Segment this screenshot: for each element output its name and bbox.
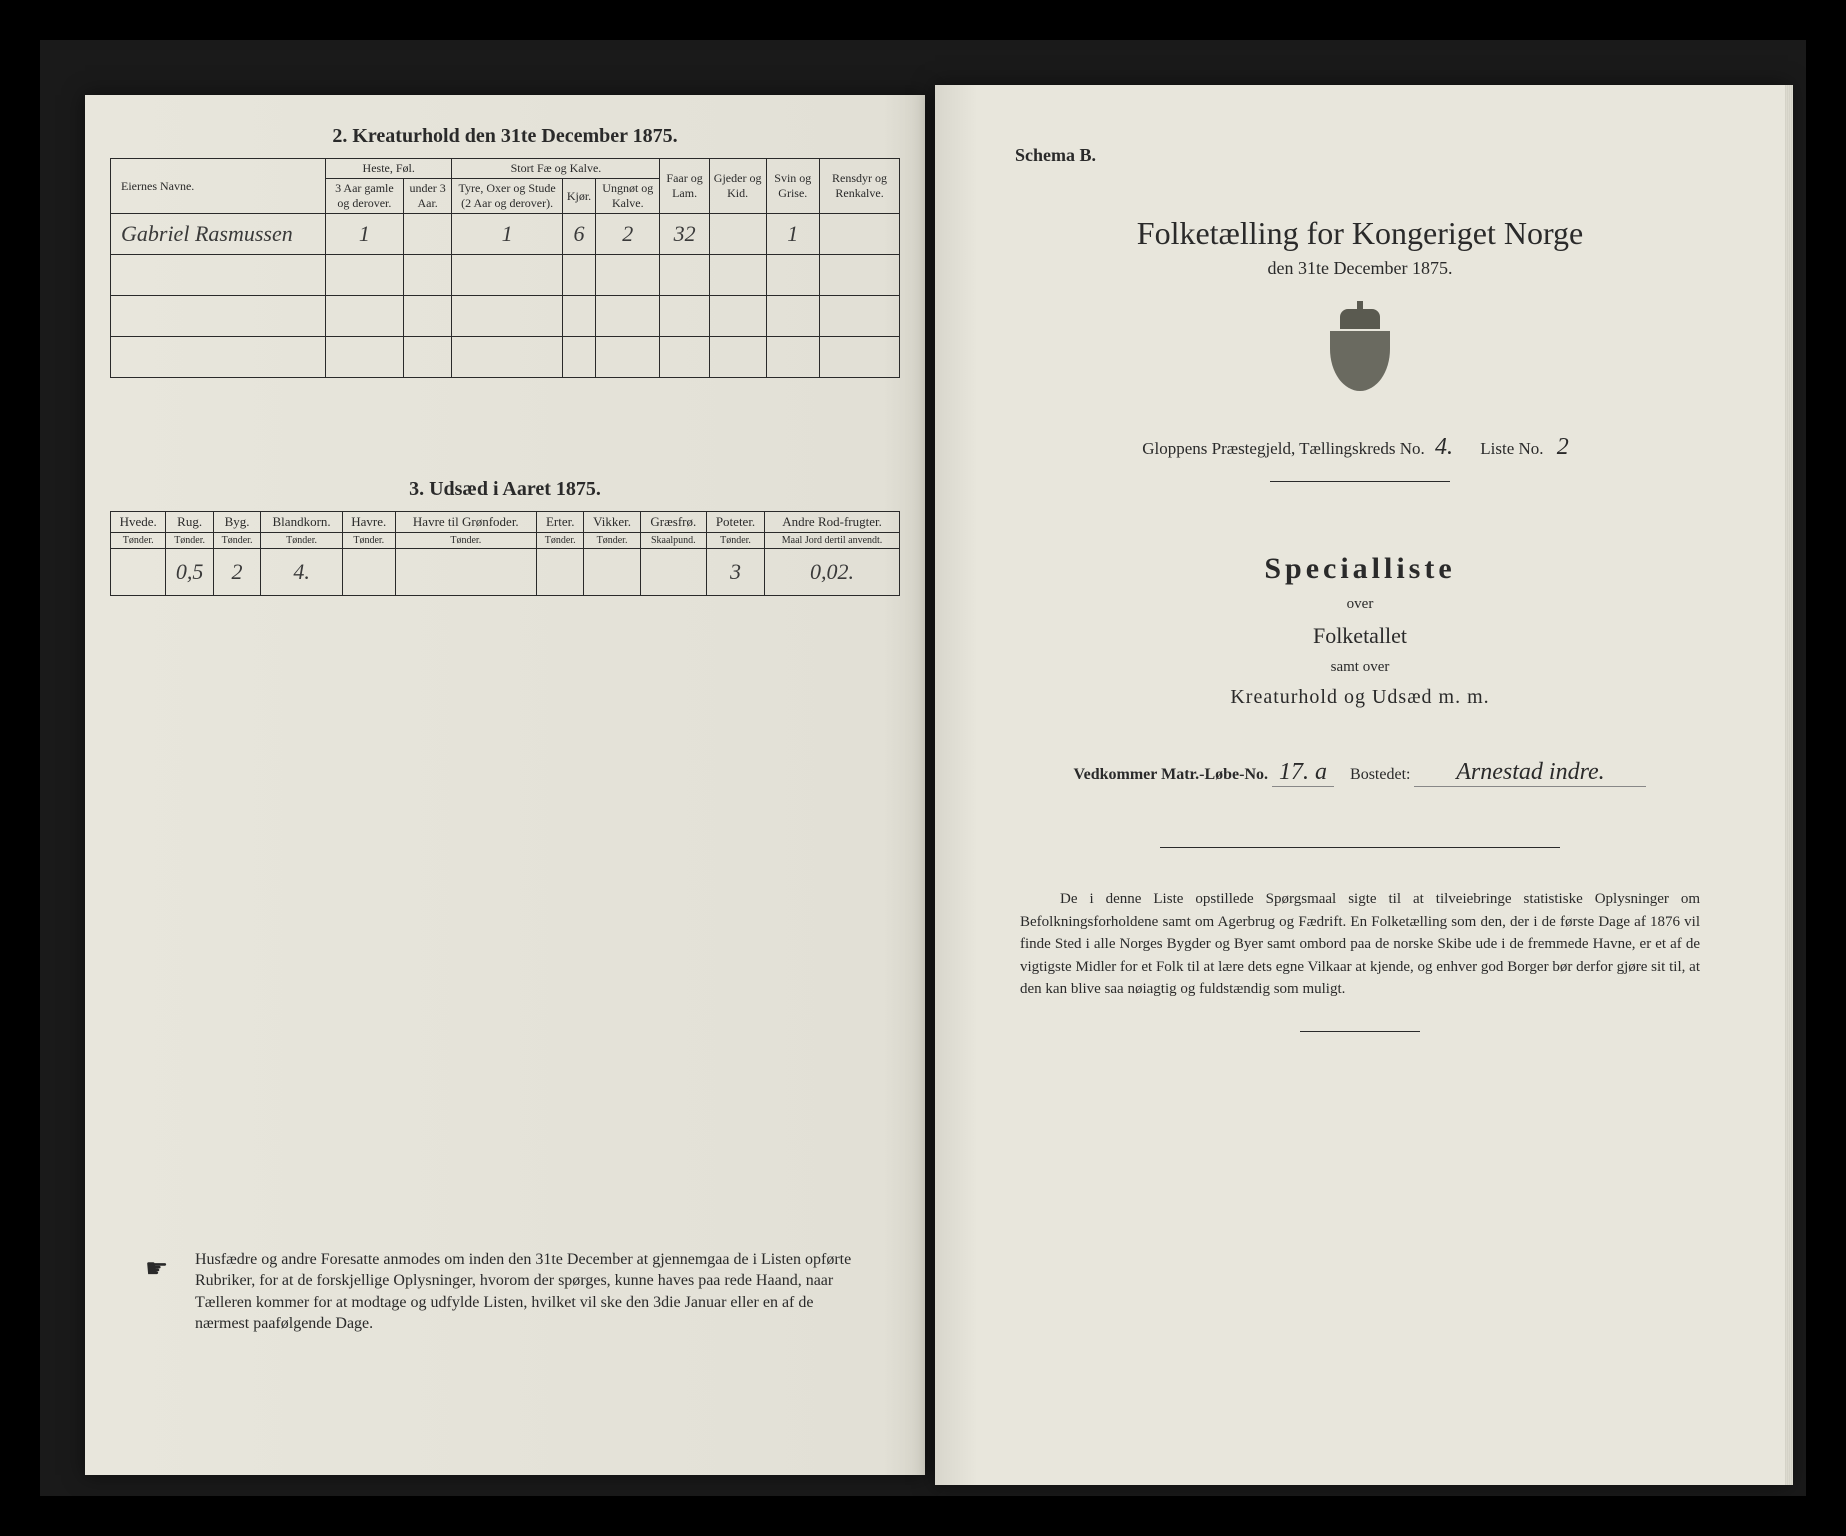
- page-edge: [1785, 85, 1793, 1485]
- cell: 0,5: [166, 549, 213, 596]
- col-rod: Andre Rod-frugter.: [765, 512, 900, 533]
- divider: [1160, 847, 1560, 848]
- cell: 2: [596, 214, 660, 255]
- col-hvede: Hvede.: [111, 512, 166, 533]
- vedkommer-label: Vedkommer Matr.-Løbe-No.: [1074, 766, 1269, 783]
- cell: [537, 549, 584, 596]
- col-rug: Rug.: [166, 512, 213, 533]
- col-name: Eiernes Navne.: [111, 159, 326, 214]
- vedkommer-line: Vedkommer Matr.-Løbe-No. 17. a Bostedet:…: [935, 759, 1785, 787]
- cell: 0,02.: [765, 549, 900, 596]
- section3-title: 3. Udsæd i Aaret 1875.: [85, 478, 925, 501]
- main-title: Folketælling for Kongeriget Norge: [935, 215, 1785, 252]
- col-graes: Græsfrø.: [640, 512, 706, 533]
- cell: 1: [326, 214, 404, 255]
- coat-of-arms-icon: [1325, 309, 1395, 394]
- cell: [395, 549, 536, 596]
- cell: [584, 549, 640, 596]
- cell: 6: [562, 214, 595, 255]
- cell-name: Gabriel Rasmussen: [111, 214, 326, 255]
- table-row: [111, 255, 900, 296]
- col-bland: Blandkorn.: [261, 512, 343, 533]
- scan-frame: 2. Kreaturhold den 31te December 1875. E…: [40, 40, 1806, 1496]
- parish-no: 4.: [1429, 434, 1459, 461]
- cell: [403, 214, 452, 255]
- cell: 4.: [261, 549, 343, 596]
- section2-title: 2. Kreaturhold den 31te December 1875.: [85, 125, 925, 148]
- col-poteter: Poteter.: [706, 512, 764, 533]
- footer-text: Husfædre og andre Foresatte anmodes om i…: [195, 1251, 851, 1333]
- cell: [709, 214, 766, 255]
- folketallet-label: Folketallet: [935, 623, 1785, 649]
- kreatur-table: Eiernes Navne. Heste, Føl. Stort Fæ og K…: [110, 158, 900, 378]
- special-title: Specialliste: [935, 552, 1785, 586]
- unit: Tønder.: [584, 533, 640, 549]
- col-faar: Faar og Lam.: [660, 159, 709, 214]
- bottom-paragraph: De i denne Liste opstillede Spørgsmaal s…: [1020, 888, 1700, 1001]
- udsaed-table: Hvede. Rug. Byg. Blandkorn. Havre. Havre…: [110, 511, 900, 596]
- footer-note: ☛ Husfædre og andre Foresatte anmodes om…: [195, 1249, 855, 1335]
- sub-title: den 31te December 1875.: [935, 258, 1785, 279]
- bostedet-value: Arnestad indre.: [1414, 759, 1646, 787]
- col-svin: Svin og Grise.: [766, 159, 820, 214]
- unit: Tønder.: [342, 533, 395, 549]
- over-label: over: [935, 596, 1785, 613]
- col-heste-a: 3 Aar gamle og derover.: [326, 179, 404, 214]
- cell: 1: [766, 214, 820, 255]
- unit: Maal Jord dertil anvendt.: [765, 533, 900, 549]
- col-havre: Havre.: [342, 512, 395, 533]
- left-page: 2. Kreaturhold den 31te December 1875. E…: [85, 95, 925, 1475]
- col-byg: Byg.: [213, 512, 260, 533]
- bostedet-label: Bostedet:: [1350, 766, 1410, 783]
- cell: 32: [660, 214, 709, 255]
- cell: 2: [213, 549, 260, 596]
- unit: Tønder.: [166, 533, 213, 549]
- kreatur-label: Kreaturhold og Udsæd m. m.: [935, 686, 1785, 709]
- right-page: Schema B. Folketælling for Kongeriget No…: [935, 85, 1788, 1485]
- cell: [111, 549, 166, 596]
- cell: [820, 214, 900, 255]
- unit: Tønder.: [706, 533, 764, 549]
- right-content: Folketælling for Kongeriget Norge den 31…: [935, 85, 1785, 1032]
- divider: [1300, 1031, 1420, 1032]
- col-gjeder: Gjeder og Kid.: [709, 159, 766, 214]
- table-row: [111, 296, 900, 337]
- unit: Tønder.: [213, 533, 260, 549]
- table-row: [111, 337, 900, 378]
- col-havre-gr: Havre til Grønfoder.: [395, 512, 536, 533]
- col-stort-c: Ungnøt og Kalve.: [596, 179, 660, 214]
- parish-line: Gloppens Præstegjeld, Tællingskreds No. …: [935, 434, 1785, 461]
- col-stort-a: Tyre, Oxer og Stude (2 Aar og derover).: [452, 179, 562, 214]
- col-erter: Erter.: [537, 512, 584, 533]
- col-heste: Heste, Føl.: [326, 159, 452, 179]
- unit: Tønder.: [111, 533, 166, 549]
- unit: Tønder.: [261, 533, 343, 549]
- table-row: 0,5 2 4. 3 0,02.: [111, 549, 900, 596]
- liste-label: Liste No.: [1480, 439, 1543, 458]
- unit: Skaalpund.: [640, 533, 706, 549]
- unit: Tønder.: [537, 533, 584, 549]
- col-rensdyr: Rensdyr og Renkalve.: [820, 159, 900, 214]
- cell: 3: [706, 549, 764, 596]
- samt-label: samt over: [935, 659, 1785, 676]
- col-heste-b: under 3 Aar.: [403, 179, 452, 214]
- pointer-icon: ☛: [145, 1251, 168, 1286]
- liste-no: 2: [1548, 434, 1578, 461]
- parish-prefix: Gloppens Præstegjeld, Tællingskreds No.: [1142, 439, 1425, 458]
- col-vikker: Vikker.: [584, 512, 640, 533]
- schema-label: Schema B.: [1015, 145, 1096, 166]
- col-stort: Stort Fæ og Kalve.: [452, 159, 660, 179]
- cell: 1: [452, 214, 562, 255]
- col-stort-b: Kjør.: [562, 179, 595, 214]
- cell: [640, 549, 706, 596]
- divider: [1270, 481, 1450, 482]
- matr-no: 17. a: [1272, 759, 1334, 787]
- cell: [342, 549, 395, 596]
- unit: Tønder.: [395, 533, 536, 549]
- table-row: Gabriel Rasmussen 1 1 6 2 32 1: [111, 214, 900, 255]
